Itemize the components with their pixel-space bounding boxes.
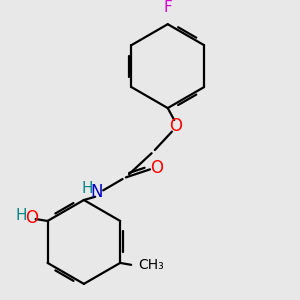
Text: O: O <box>169 117 182 135</box>
Text: O: O <box>151 159 164 177</box>
Text: N: N <box>91 183 103 201</box>
Text: F: F <box>164 0 172 15</box>
Text: H: H <box>82 181 94 196</box>
Text: H: H <box>15 208 26 223</box>
Text: O: O <box>25 209 38 227</box>
Text: CH₃: CH₃ <box>139 259 164 272</box>
